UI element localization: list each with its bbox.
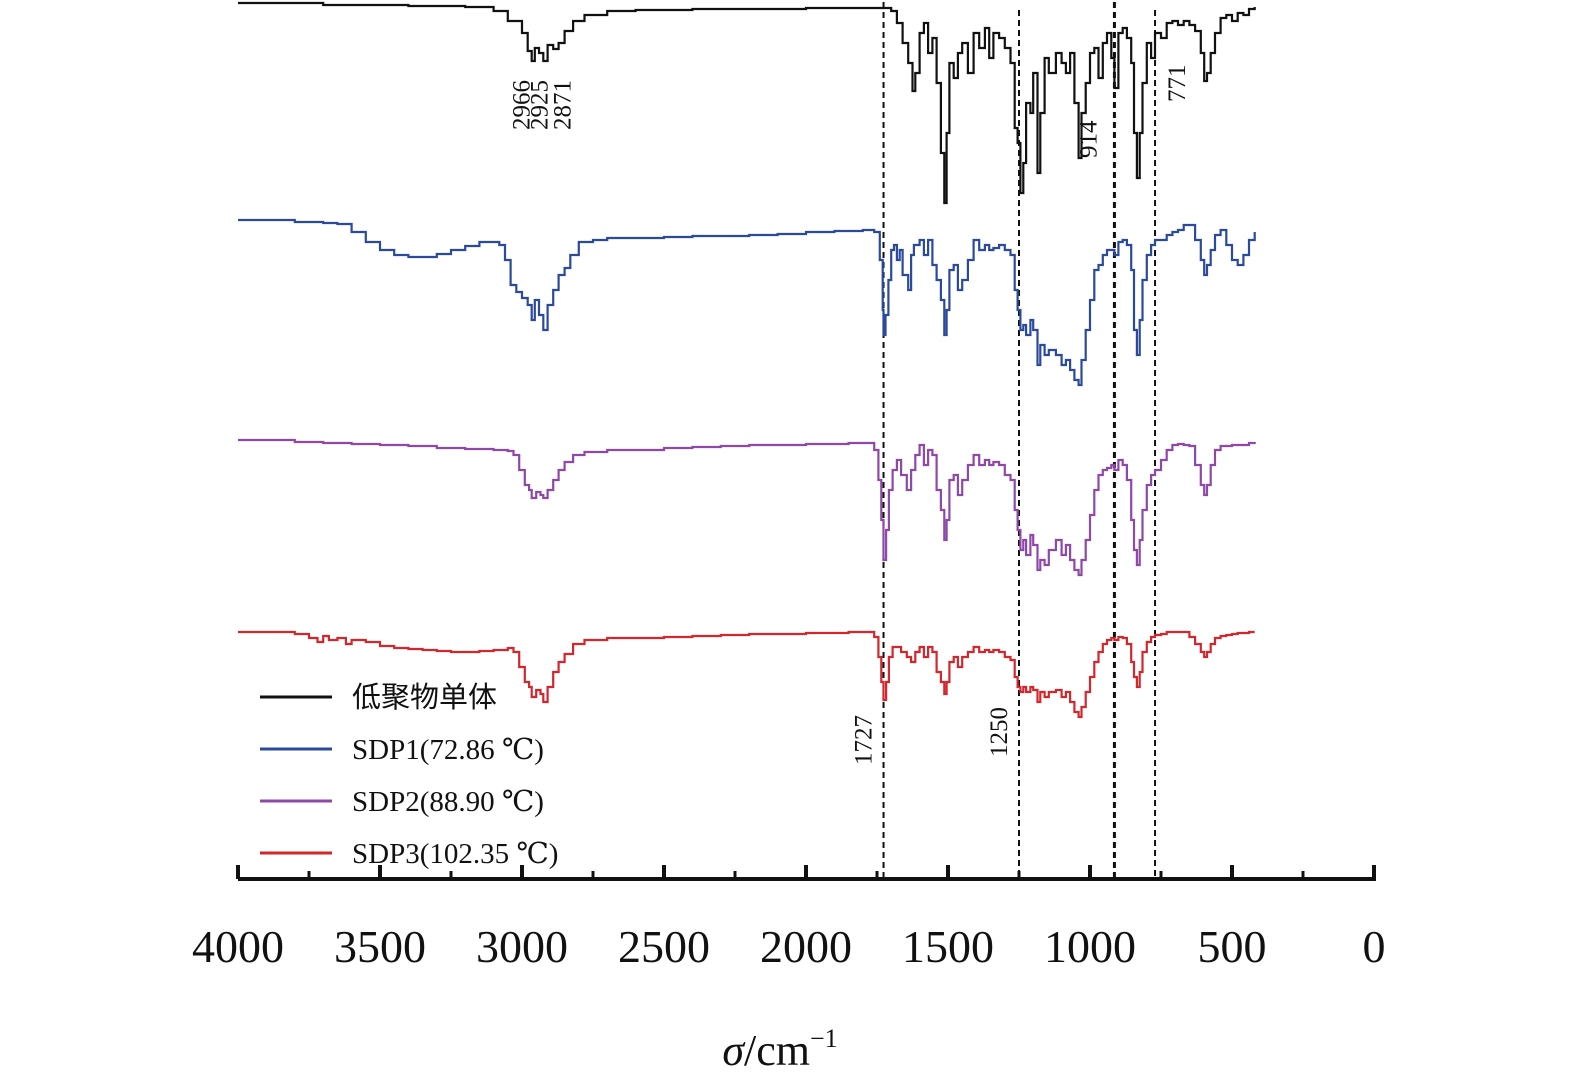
legend-label: 低聚物单体 [352,681,497,714]
x-tick-label: 1500 [902,921,994,972]
spectrum-series [238,1,1256,719]
legend: 低聚物单体 SDP1(72.86 ℃) SDP2(88.90 ℃) SDP3(102.… [260,681,558,870]
reference-label-1250: 1250 [986,707,1013,757]
reference-label-1727: 1727 [851,715,878,765]
peak-label-2925: 2925 [526,80,553,130]
reference-lines: 1727 1250 914 771 [851,2,1191,879]
peak-label-2966: 2966 [509,80,536,130]
series-line-1 [238,1,1256,205]
series-line-2 [238,218,1256,387]
reference-label-914: 914 [1075,120,1102,158]
x-tick-label: 4000 [192,921,284,972]
x-axis: 4000 3500 3000 2500 2000 1500 1000 500 0 [192,865,1386,972]
legend-label: SDP2(88.90 ℃) [352,786,544,818]
x-axis-title-unit: /cm [744,1026,810,1075]
x-tick-label: 2000 [760,921,852,972]
legend-label: SDP3(102.35 ℃) [352,838,558,870]
series-line-4 [238,630,1255,719]
series-line-3 [238,438,1256,577]
x-tick-label: 3500 [334,921,426,972]
x-axis-title: σ/cm−1 [722,1024,837,1075]
x-axis-title-exponent: −1 [810,1024,838,1053]
x-tick-label: 1000 [1044,921,1136,972]
x-tick-label: 0 [1363,921,1386,972]
reference-label-771: 771 [1164,65,1191,103]
x-tick-label: 2500 [618,921,710,972]
x-axis-title-symbol: σ [722,1026,746,1075]
legend-label: SDP1(72.86 ℃) [352,734,544,766]
peak-label-2871: 2871 [550,80,577,130]
x-tick-label: 500 [1198,921,1267,972]
x-tick-label: 3000 [476,921,568,972]
